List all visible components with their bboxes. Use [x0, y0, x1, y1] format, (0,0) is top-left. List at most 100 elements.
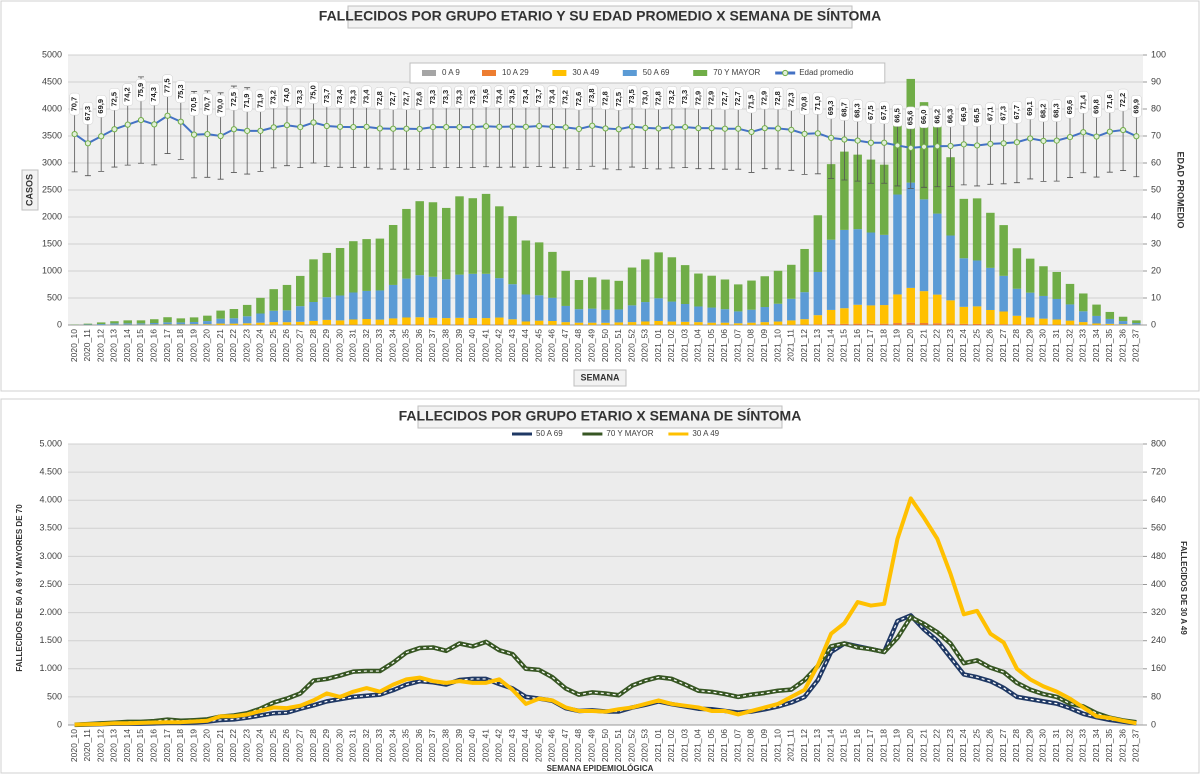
marker: [190, 131, 198, 138]
x-tick-label: 2020_37: [427, 329, 437, 362]
marker: [708, 125, 715, 132]
marker: [655, 125, 662, 132]
x-tick-label: 2021_15: [839, 329, 849, 362]
label-box: [387, 87, 399, 110]
y2-axis-title: FALLECIDOS DE 30 A 49: [1179, 541, 1188, 635]
y2-tick-label: 160: [1151, 663, 1166, 673]
label-box: [547, 85, 558, 109]
bar: [574, 309, 584, 323]
bar: [1039, 318, 1048, 325]
bar: [1039, 295, 1048, 319]
label-box: [414, 87, 425, 111]
bar: [282, 310, 292, 323]
x-axis-title: SEMANA EPIDEMIOLÓGICA: [547, 764, 654, 773]
x-tick-label: 2020_21: [215, 329, 225, 362]
marker: [1106, 128, 1113, 135]
bar: [840, 151, 849, 230]
x-tick-label: 2020_52: [626, 729, 636, 762]
label-box: [812, 92, 824, 115]
bar: [256, 313, 265, 323]
x-tick-label: 2021_25: [971, 329, 981, 362]
label-box: [454, 85, 465, 109]
x-tick-label: 2020_15: [135, 729, 145, 762]
marker: [1080, 129, 1087, 136]
bar: [521, 294, 531, 322]
y-tick-label: 1500: [42, 238, 62, 248]
bar: [787, 264, 796, 299]
x-tick-label: 2020_35: [401, 329, 411, 362]
bar: [1039, 266, 1048, 296]
bar: [349, 292, 358, 320]
legend-swatch: [482, 70, 496, 76]
y-tick-label: 5000: [42, 49, 62, 59]
label-box: [268, 86, 279, 109]
legend-swatch: [693, 70, 708, 76]
data-label: 71,9: [255, 94, 264, 109]
marker: [1000, 140, 1007, 147]
bar: [534, 295, 544, 321]
x-tick-label: 2021_03: [679, 329, 689, 362]
marker: [748, 128, 755, 136]
x-tick-label: 2020_16: [149, 329, 159, 362]
bar: [282, 322, 292, 325]
data-label: 72,5: [229, 92, 238, 107]
x-tick-label: 2020_25: [268, 329, 278, 362]
bar: [826, 239, 836, 310]
data-label: 73,2: [561, 90, 570, 105]
y-tick-label: 2500: [42, 184, 62, 194]
bar: [1052, 319, 1061, 325]
bar: [879, 164, 889, 235]
x-tick-label: 2020_53: [640, 329, 650, 362]
x-tick-label: 2020_15: [135, 329, 145, 362]
x-tick-label: 2021_09: [759, 729, 769, 762]
x-tick-label: 2021_20: [905, 329, 915, 362]
bar: [919, 199, 929, 292]
bar: [933, 294, 942, 324]
marker: [217, 132, 224, 140]
x-tick-label: 2021_02: [666, 329, 676, 362]
label-box: [241, 89, 253, 113]
bar: [986, 309, 995, 325]
label-box: [932, 105, 943, 128]
x-tick-label: 2020_26: [281, 729, 291, 762]
marker: [230, 126, 237, 133]
x-tick-label: 2020_31: [348, 729, 358, 762]
label-box: [1051, 99, 1062, 122]
data-label: 68,2: [1038, 104, 1047, 119]
x-tick-label: 2020_19: [188, 329, 198, 362]
bar: [760, 276, 770, 308]
x-tick-label: 2020_12: [95, 329, 105, 362]
bar: [189, 324, 199, 325]
label-box: [878, 101, 890, 124]
label-box: [467, 85, 479, 109]
bar: [680, 321, 690, 325]
bar: [720, 309, 730, 323]
marker: [204, 131, 211, 138]
data-label: 72,6: [415, 92, 424, 107]
x-tick-label: 2020_49: [586, 329, 596, 362]
bar: [667, 321, 677, 325]
legend-label: 50 A 69: [536, 429, 563, 438]
data-label: 66,5: [892, 108, 901, 123]
bar: [1092, 304, 1101, 316]
x-tick-label: 2021_34: [1091, 729, 1101, 762]
bar: [203, 321, 212, 325]
x-tick-label: 2020_16: [149, 729, 159, 762]
marker: [1040, 137, 1047, 144]
label-box: [95, 95, 107, 118]
label-box: [533, 84, 545, 108]
data-label: 66,9: [959, 107, 968, 122]
x-tick-label: 2020_27: [295, 729, 305, 762]
bar: [906, 182, 915, 288]
bar: [800, 292, 809, 320]
label-box: [653, 87, 664, 110]
y2-tick-label: 60: [1151, 157, 1161, 167]
bar: [441, 318, 451, 325]
x-tick-label: 2021_12: [799, 329, 809, 362]
bar: [694, 273, 703, 307]
bar: [1118, 321, 1128, 325]
marker: [589, 122, 596, 129]
label-box: [295, 85, 306, 109]
bar: [1012, 324, 1022, 325]
data-label: 74,2: [123, 87, 132, 102]
